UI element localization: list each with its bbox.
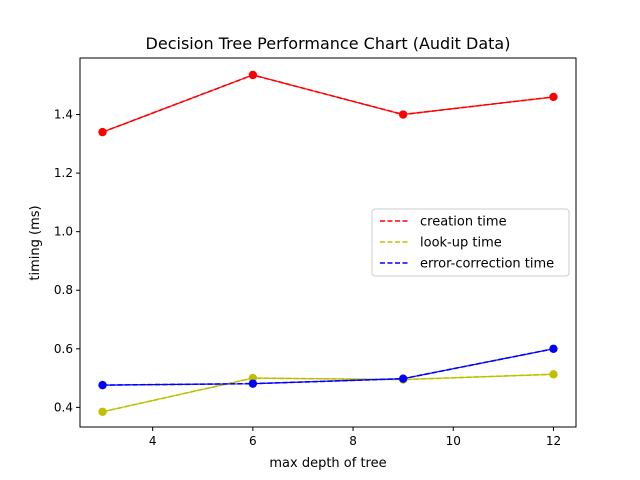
series-line-solid-2	[102, 348, 554, 386]
x-tick-label: 8	[349, 434, 357, 448]
x-tick-label: 4	[149, 434, 157, 448]
series-line-solid-1	[102, 373, 554, 413]
x-tick-label: 12	[546, 434, 561, 448]
data-point	[549, 92, 558, 102]
y-tick-label: 1.0	[54, 225, 73, 239]
y-axis-label: timing (ms)	[28, 205, 43, 280]
plot-frame	[79, 57, 577, 428]
y-tick-label: 1.2	[54, 166, 73, 180]
series-line-solid-0	[102, 74, 554, 133]
data-point	[398, 110, 408, 119]
legend-label: error-correction time	[420, 257, 554, 272]
data-point	[248, 379, 258, 388]
series-line-2	[102, 348, 554, 386]
y-tick-label: 0.8	[54, 283, 73, 297]
data-point	[549, 344, 558, 354]
legend-box	[371, 208, 570, 277]
legend: creation time look-up time error-correctio…	[371, 208, 570, 277]
legend-label: creation time	[420, 215, 507, 230]
y-tick-label: 0.4	[54, 400, 73, 414]
y-tick-label: 0.6	[54, 342, 73, 356]
chart-title: Decision Tree Performance Chart (Audit D…	[146, 34, 511, 53]
x-tick-label: 10	[446, 434, 461, 448]
x-axis-label: max depth of tree	[269, 456, 386, 471]
data-point	[98, 407, 107, 416]
data-point	[248, 70, 258, 80]
x-axis: 4 6 8 10 12	[149, 427, 561, 448]
series-line-0	[102, 74, 554, 133]
y-tick-label: 1.4	[54, 108, 73, 122]
x-tick-label: 6	[249, 434, 257, 448]
legend-label: look-up time	[420, 236, 502, 251]
data-point	[549, 370, 558, 379]
series-line-1	[102, 373, 554, 413]
data-point	[398, 374, 408, 383]
y-axis: 0.4 0.6 0.8 1.0 1.2 1.4	[54, 108, 80, 414]
data-point	[98, 380, 107, 390]
data-point	[98, 127, 107, 137]
plot-lines	[98, 70, 558, 416]
